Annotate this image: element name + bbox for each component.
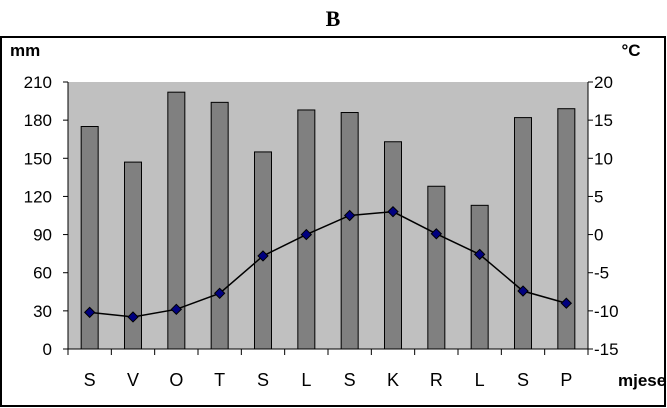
temperature-marker <box>300 228 313 241</box>
temperature-line <box>89 210 567 318</box>
plot-area: 0 30 60 90 120 150 180 210 -15 -10 -5 0 5 10 15 20 S V O T S… <box>24 73 619 390</box>
x-category-label: S <box>84 370 96 390</box>
y-right-tick-label: 5 <box>594 187 603 206</box>
temperature-marker <box>127 311 139 323</box>
precipitation-bar <box>384 141 402 350</box>
y-right-tick-label: -5 <box>594 264 609 283</box>
y-left-unit: mm <box>10 41 40 60</box>
x-category-label: T <box>214 370 225 390</box>
temperature-marker <box>213 287 226 300</box>
x-category-label: V <box>127 370 139 390</box>
y-left-tick-label: 120 <box>24 187 52 206</box>
precipitation-bar <box>557 108 576 350</box>
precipitation-bar <box>427 185 446 350</box>
y-left-tick-label: 180 <box>24 111 52 130</box>
y-right-tick-label: -15 <box>594 340 619 359</box>
temperature-marker <box>83 306 96 319</box>
y-left-tick-label: 30 <box>33 302 52 321</box>
temperature-marker <box>170 303 183 316</box>
y-right-tick-label: 15 <box>594 111 613 130</box>
x-category-label: P <box>560 370 572 390</box>
temperature-marker <box>517 285 529 297</box>
y-right-tick-label: 20 <box>594 73 613 92</box>
y-left-tick-label: 210 <box>24 73 52 92</box>
y-left-tick-label: 60 <box>33 264 52 283</box>
temperature-marker <box>257 250 269 262</box>
y-left-tick-label: 150 <box>24 149 52 168</box>
y-right-unit: °C <box>621 41 640 60</box>
precipitation-bar <box>514 117 532 350</box>
y-right-tick-label: 10 <box>594 149 613 168</box>
plot-background <box>68 82 588 349</box>
x-category-label: S <box>344 370 356 390</box>
temperature-marker <box>560 297 573 309</box>
y-right-tick-label: 0 <box>594 226 603 245</box>
x-category-label: L <box>301 370 311 390</box>
x-category-label: K <box>387 370 399 390</box>
x-category-label: L <box>475 370 485 390</box>
x-category-label: S <box>257 370 269 390</box>
y-left-tick-label: 90 <box>33 226 52 245</box>
chart-title: B <box>326 6 341 31</box>
precipitation-bar <box>470 204 489 350</box>
temperature-marker <box>430 228 443 240</box>
temperature-marker <box>473 248 486 261</box>
y-left-tick-label: 0 <box>43 340 52 359</box>
precipitation-bar <box>340 112 359 350</box>
temperature-marker <box>387 205 399 218</box>
precipitation-bar <box>210 101 229 350</box>
x-category-label: R <box>430 370 443 390</box>
x-category-label: O <box>169 370 183 390</box>
temperature-marker <box>343 209 356 222</box>
y-right-tick-label: -10 <box>594 302 619 321</box>
x-category-label: S <box>517 370 529 390</box>
x-axis-label: mjesec <box>618 371 667 390</box>
